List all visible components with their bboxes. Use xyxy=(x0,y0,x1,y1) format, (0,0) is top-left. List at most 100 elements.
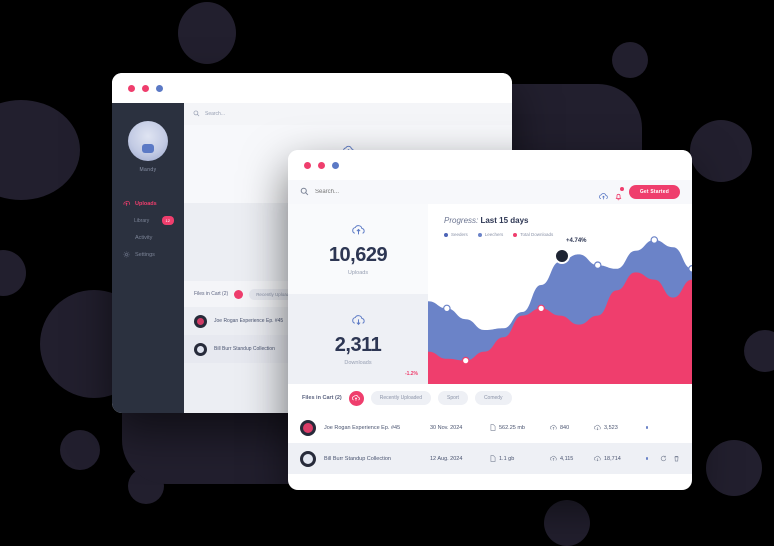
row-uploads: 840 xyxy=(550,424,594,431)
front-filter-bar: Files in Cart (2) Recently Uploaded Spor… xyxy=(288,384,692,412)
search-bar[interactable] xyxy=(300,183,593,201)
row-uploads: 4,115 xyxy=(550,455,594,462)
avatar xyxy=(194,314,207,328)
gear-icon xyxy=(123,251,130,258)
row-downloads: 18,714 xyxy=(594,455,638,462)
row-size: 562.25 mb xyxy=(490,424,550,431)
file-icon xyxy=(490,424,496,431)
front-filter-title: Files in Cart (2) xyxy=(302,395,342,401)
back-sidebar: Mandy Uploads Library 12 Activity xyxy=(112,103,184,413)
filter-chip-sport[interactable]: Sport xyxy=(437,391,468,405)
front-stats: 10,629 Uploads 2,311 Downloads -1.2% xyxy=(288,204,428,384)
front-window-titlebar xyxy=(288,150,692,180)
table-row[interactable]: Joe Rogan Experience Ep. #45 30 Nov. 202… xyxy=(288,412,692,443)
front-stat-uploads: 10,629 Uploads xyxy=(288,204,428,294)
front-stat-label: Uploads xyxy=(347,269,369,276)
files-table: Files in Cart (2) Recently Uploaded Spor… xyxy=(288,384,692,474)
back-filter-title: Files in Cart (2) xyxy=(194,291,229,297)
row-date: 12 Aug. 2024 xyxy=(430,455,463,462)
row-name: Bill Burr Standup Collection xyxy=(214,346,275,352)
bg-blob xyxy=(0,100,80,200)
row-date: 30 Nov. 2024 xyxy=(430,424,463,431)
legend-swatch xyxy=(477,232,482,237)
front-topbar: Get Started xyxy=(288,180,692,204)
bg-blob xyxy=(744,330,774,372)
row-size-label: 562.25 mb xyxy=(499,424,525,431)
bell-icon[interactable] xyxy=(614,186,624,200)
bg-blob xyxy=(706,440,762,496)
avatar xyxy=(194,342,207,356)
back-search-bar[interactable]: Search... xyxy=(184,103,512,125)
filter-chip-recently-uploaded[interactable]: Recently Uploaded xyxy=(370,391,431,405)
upload-icon[interactable] xyxy=(234,289,244,299)
bg-blob xyxy=(178,2,236,64)
bg-blob xyxy=(544,500,590,546)
download-icon xyxy=(594,455,601,462)
search-input[interactable] xyxy=(315,189,405,195)
file-icon xyxy=(490,455,496,462)
front-stat-value: 10,629 xyxy=(328,243,388,266)
minimize-dot[interactable] xyxy=(142,84,149,92)
sidebar-username: Mandy xyxy=(139,167,157,173)
legend-label: Seeders xyxy=(451,232,468,237)
progress-chart: Progress: Last 15 days Seeders Leechers … xyxy=(428,204,692,384)
sidebar-item-activity[interactable]: Activity xyxy=(120,229,176,246)
refresh-icon[interactable] xyxy=(660,455,667,462)
sidebar-item-library[interactable]: Library 12 xyxy=(120,212,176,229)
sidebar-badge: 12 xyxy=(161,216,174,225)
get-started-button[interactable]: Get Started xyxy=(628,185,680,199)
bg-blob xyxy=(612,42,648,78)
maximize-dot[interactable] xyxy=(332,161,339,169)
filter-chip[interactable]: Recently Uploaded xyxy=(249,288,302,300)
table-row[interactable]: Bill Burr Standup Collection 12 Aug. 202… xyxy=(288,443,692,474)
legend-swatch xyxy=(513,232,518,237)
upload-icon[interactable] xyxy=(599,188,608,199)
row-progress-fill xyxy=(646,426,648,429)
chart-active-marker[interactable] xyxy=(554,248,570,265)
row-downloads-label: 3,523 xyxy=(604,424,618,431)
row-progress-fill xyxy=(646,457,648,460)
sidebar-item-label: Activity xyxy=(135,234,153,241)
close-dot[interactable] xyxy=(304,161,311,169)
chart-annotation: +4.74% xyxy=(566,238,587,245)
search-icon xyxy=(193,110,200,119)
avatar[interactable] xyxy=(128,121,168,161)
legend-label: Total Downloads xyxy=(520,232,554,237)
activity-icon xyxy=(123,234,130,241)
close-dot[interactable] xyxy=(128,84,135,92)
row-progress-bar xyxy=(646,426,648,429)
upload-icon[interactable] xyxy=(348,390,364,406)
chart-title: Progress: Last 15 days xyxy=(444,216,529,225)
chart-areas xyxy=(428,236,692,384)
sidebar-item-uploads[interactable]: Uploads xyxy=(120,195,176,212)
chart-legend: Seeders Leechers Total Downloads xyxy=(444,232,553,237)
row-progress-bar xyxy=(646,457,648,460)
row-uploads-label: 840 xyxy=(560,424,570,431)
filter-chip-comedy[interactable]: Comedy xyxy=(474,391,512,405)
sidebar-item-label: Settings xyxy=(135,251,155,258)
row-downloads-label: 18,714 xyxy=(604,455,621,462)
front-stat-value: 2,311 xyxy=(334,333,382,356)
maximize-dot[interactable] xyxy=(156,84,163,92)
row-downloads: 3,523 xyxy=(594,424,638,431)
legend-item: Seeders xyxy=(444,232,468,237)
row-uploads-label: 4,115 xyxy=(560,455,574,462)
row-size-label: 1.1 gb xyxy=(499,455,515,462)
avatar xyxy=(300,450,316,467)
front-stat-label: Downloads xyxy=(344,359,372,366)
sidebar-item-label: Library xyxy=(134,217,150,224)
legend-swatch xyxy=(444,232,448,237)
search-icon xyxy=(300,183,309,201)
row-actions xyxy=(656,455,680,462)
minimize-dot[interactable] xyxy=(318,161,325,169)
upload-icon xyxy=(351,223,365,241)
sidebar-item-label: Uploads xyxy=(135,200,157,207)
sidebar-item-settings[interactable]: Settings xyxy=(120,246,176,263)
table-row[interactable]: Joe Rogan Experience Ep. #45 xyxy=(184,307,512,335)
delete-icon[interactable] xyxy=(673,455,680,462)
front-stat-downloads: 2,311 Downloads -1.2% xyxy=(288,294,428,384)
chart-title-prefix: Progress: xyxy=(444,216,479,225)
upload-icon xyxy=(550,455,557,461)
back-search-placeholder: Search... xyxy=(205,111,226,117)
front-window[interactable]: Get Started 10,629 Uploads 2,311 Downloa… xyxy=(288,150,692,490)
